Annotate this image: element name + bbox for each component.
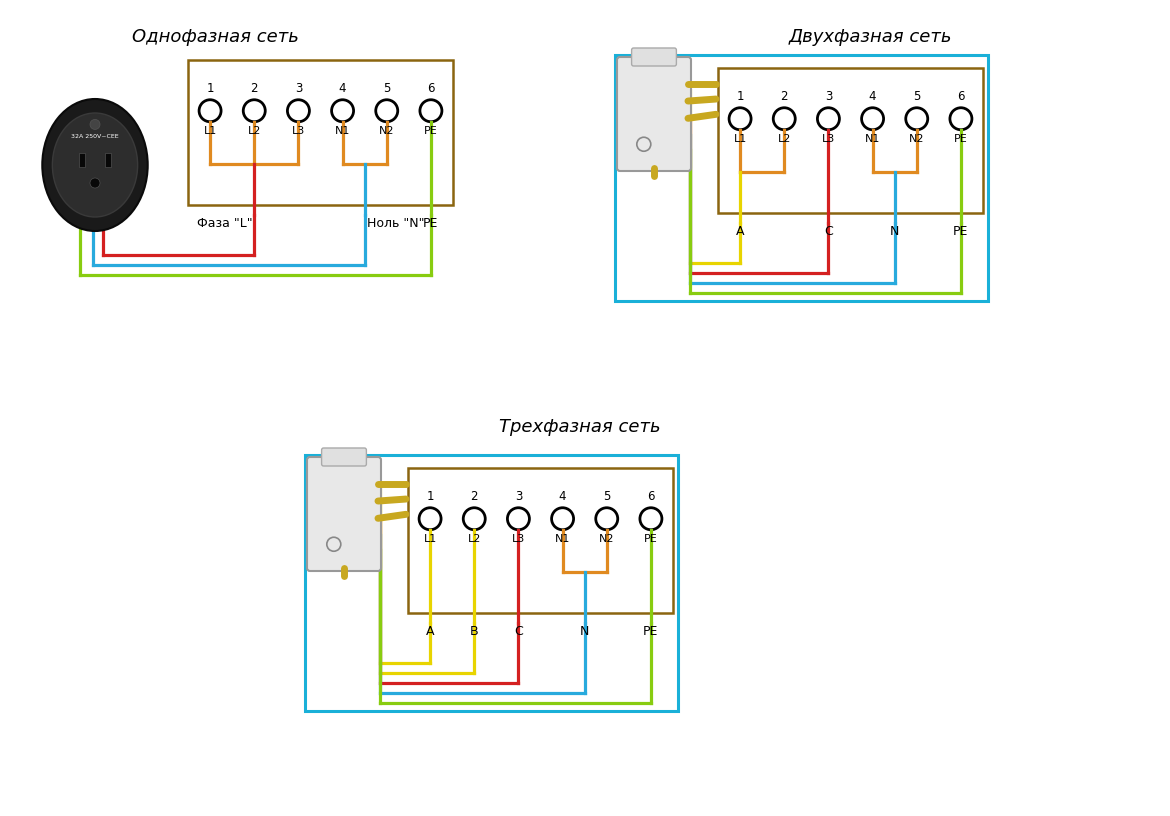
Text: N2: N2 (599, 534, 614, 543)
Text: 5: 5 (913, 90, 921, 103)
Ellipse shape (42, 99, 147, 231)
Text: 5: 5 (383, 82, 391, 95)
Text: C: C (514, 625, 523, 638)
Text: N1: N1 (555, 534, 570, 543)
Text: 4: 4 (559, 490, 566, 503)
Text: Однофазная сеть: Однофазная сеть (131, 28, 298, 46)
Text: 2: 2 (470, 490, 479, 503)
Text: L1: L1 (204, 126, 216, 135)
Text: PE: PE (954, 225, 969, 238)
FancyBboxPatch shape (188, 60, 453, 205)
FancyBboxPatch shape (617, 57, 691, 171)
Text: PE: PE (644, 534, 658, 543)
Text: Фаза "L": Фаза "L" (197, 217, 253, 230)
FancyBboxPatch shape (632, 48, 676, 66)
Text: B: B (470, 625, 479, 638)
Bar (80, 153, 85, 167)
Text: PE: PE (424, 126, 438, 135)
Circle shape (90, 178, 99, 188)
FancyBboxPatch shape (307, 457, 381, 571)
Text: 3: 3 (515, 490, 522, 503)
Text: 3: 3 (295, 82, 302, 95)
Text: 6: 6 (427, 82, 435, 95)
Bar (105, 153, 111, 167)
Text: N1: N1 (335, 126, 350, 135)
Text: A: A (736, 225, 744, 238)
Text: 6: 6 (647, 490, 655, 503)
Text: L1: L1 (734, 134, 746, 144)
Text: 2: 2 (780, 90, 789, 103)
Text: N1: N1 (865, 134, 880, 144)
Text: L1: L1 (424, 534, 436, 543)
Circle shape (90, 119, 99, 130)
FancyBboxPatch shape (718, 68, 983, 213)
Text: C: C (824, 225, 833, 238)
Text: 3: 3 (825, 90, 832, 103)
Text: Ноль "N": Ноль "N" (366, 217, 425, 230)
Text: L3: L3 (821, 134, 835, 144)
FancyBboxPatch shape (408, 468, 673, 613)
Text: Двухфазная сеть: Двухфазная сеть (789, 28, 951, 46)
Text: L3: L3 (511, 534, 525, 543)
Text: 2: 2 (250, 82, 259, 95)
Text: PE: PE (424, 217, 439, 230)
Text: PE: PE (954, 134, 968, 144)
Text: L2: L2 (248, 126, 261, 135)
Text: 32A 250V~CEE: 32A 250V~CEE (71, 134, 119, 139)
Text: 4: 4 (339, 82, 346, 95)
Text: 6: 6 (957, 90, 965, 103)
Text: 1: 1 (206, 82, 214, 95)
Text: A: A (426, 625, 434, 638)
Text: 4: 4 (869, 90, 876, 103)
FancyBboxPatch shape (322, 448, 366, 466)
Text: N: N (580, 625, 590, 638)
Text: Трехфазная сеть: Трехфазная сеть (500, 418, 661, 436)
Text: 5: 5 (603, 490, 611, 503)
Text: L3: L3 (291, 126, 305, 135)
Text: N2: N2 (909, 134, 924, 144)
Text: N: N (890, 225, 900, 238)
Ellipse shape (53, 113, 138, 217)
Text: 1: 1 (736, 90, 744, 103)
Text: 1: 1 (426, 490, 434, 503)
Text: PE: PE (644, 625, 659, 638)
Text: L2: L2 (778, 134, 791, 144)
Text: L2: L2 (468, 534, 481, 543)
Text: N2: N2 (379, 126, 394, 135)
